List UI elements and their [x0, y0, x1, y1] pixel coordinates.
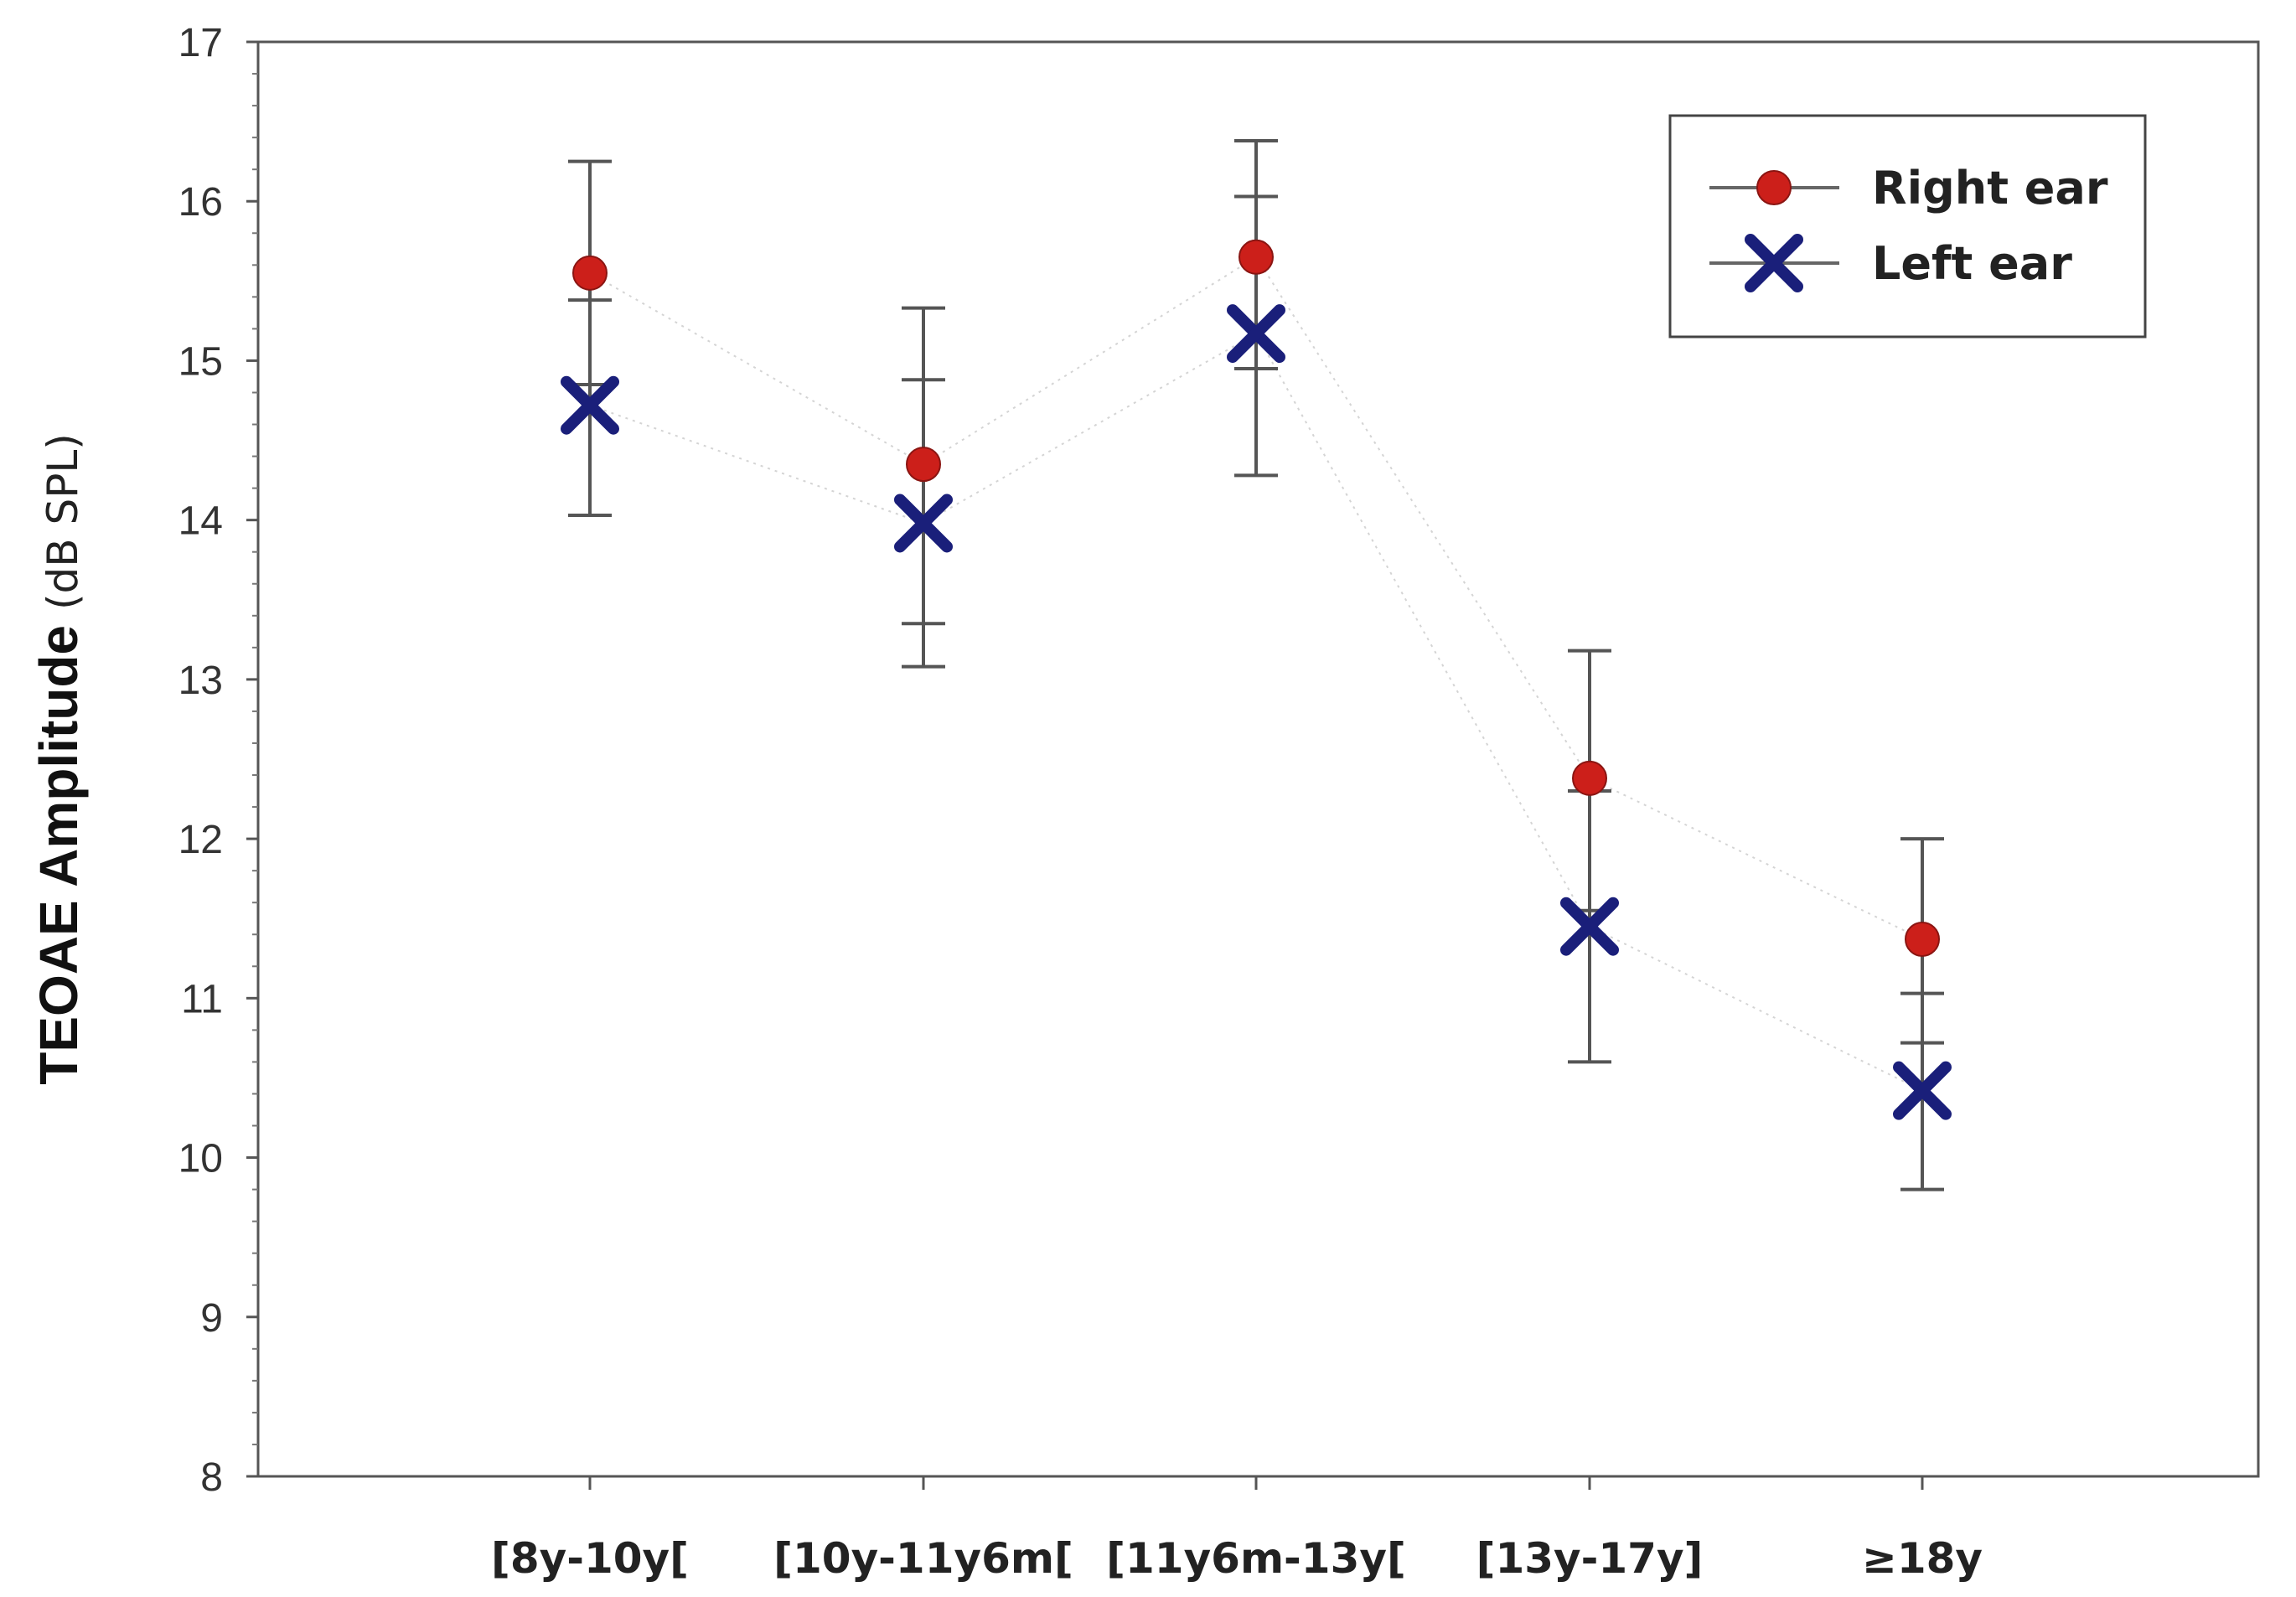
legend-label-left-ear: Left ear: [1872, 237, 2072, 290]
y-tick-label-12: 12: [178, 818, 223, 862]
legend: Right ear Left ear: [1668, 114, 2147, 339]
connector-lines: [589, 256, 1923, 1092]
y-axis-label-unit: (dB SPL): [39, 433, 87, 610]
x-stroke-b: [561, 375, 619, 435]
data-markers: [561, 239, 1952, 1120]
y-tick-label-9: 9: [200, 1296, 223, 1341]
y-tick-label-17: 17: [178, 21, 223, 65]
point-right-ear-4: [1905, 921, 1940, 957]
legend-symbol-left-ear: [1745, 234, 1803, 292]
y-tick-label-14: 14: [178, 499, 223, 544]
point-left-ear-2: [1227, 304, 1285, 364]
point-left-ear-0: [561, 375, 619, 435]
point-right-ear-2: [1238, 239, 1274, 275]
x-stroke-b: [1893, 1061, 1952, 1120]
point-left-ear-4: [1893, 1061, 1952, 1120]
legend-symbol-right-ear: [1756, 170, 1792, 205]
connector-left-ear: [589, 332, 1923, 1092]
x-axis: [8y-10y[ [10y-11y6m[ [11y6m-13y[ [13y-17y] ≥…: [491, 1476, 1983, 1583]
y-tick-label-10: 10: [178, 1137, 223, 1181]
y-tick-label-15: 15: [178, 339, 223, 384]
legend-marker-left-ear: [1745, 234, 1803, 292]
x-stroke-b: [1227, 304, 1285, 364]
x-tick-label-2: [11y6m-13y[: [1106, 1534, 1406, 1583]
legend-marker-right-ear: [1756, 170, 1792, 205]
x-tick-label-0: [8y-10y[: [491, 1534, 689, 1583]
point-right-ear-0: [572, 255, 608, 291]
y-tick-label-8: 8: [200, 1455, 223, 1500]
x-tick-label-3: [13y-17y]: [1476, 1534, 1704, 1583]
x-tick-label-1: [10y-11y6m[: [773, 1534, 1073, 1583]
y-tick-label-13: 13: [178, 659, 223, 703]
x-tick-label-4: ≥18y: [1862, 1534, 1983, 1583]
point-left-ear-1: [894, 494, 953, 553]
y-axis: 8 9 10 11 12 13 14 15 16 17: [178, 21, 258, 1500]
y-tick-label-11: 11: [181, 977, 223, 1021]
legend-label-right-ear: Right ear: [1872, 162, 2108, 214]
y-axis-label-main: TEOAE Amplitude: [28, 625, 89, 1085]
y-tick-label-16: 16: [178, 180, 223, 225]
point-left-ear-3: [1560, 897, 1619, 956]
legend-box: [1668, 114, 2147, 339]
x-stroke-b: [1560, 897, 1619, 956]
y-axis-label: TEOAE Amplitude (dB SPL): [28, 433, 89, 1084]
point-right-ear-1: [906, 447, 941, 483]
x-stroke-b: [894, 494, 953, 553]
x-stroke-b: [1745, 234, 1803, 292]
point-right-ear-3: [1572, 760, 1607, 796]
